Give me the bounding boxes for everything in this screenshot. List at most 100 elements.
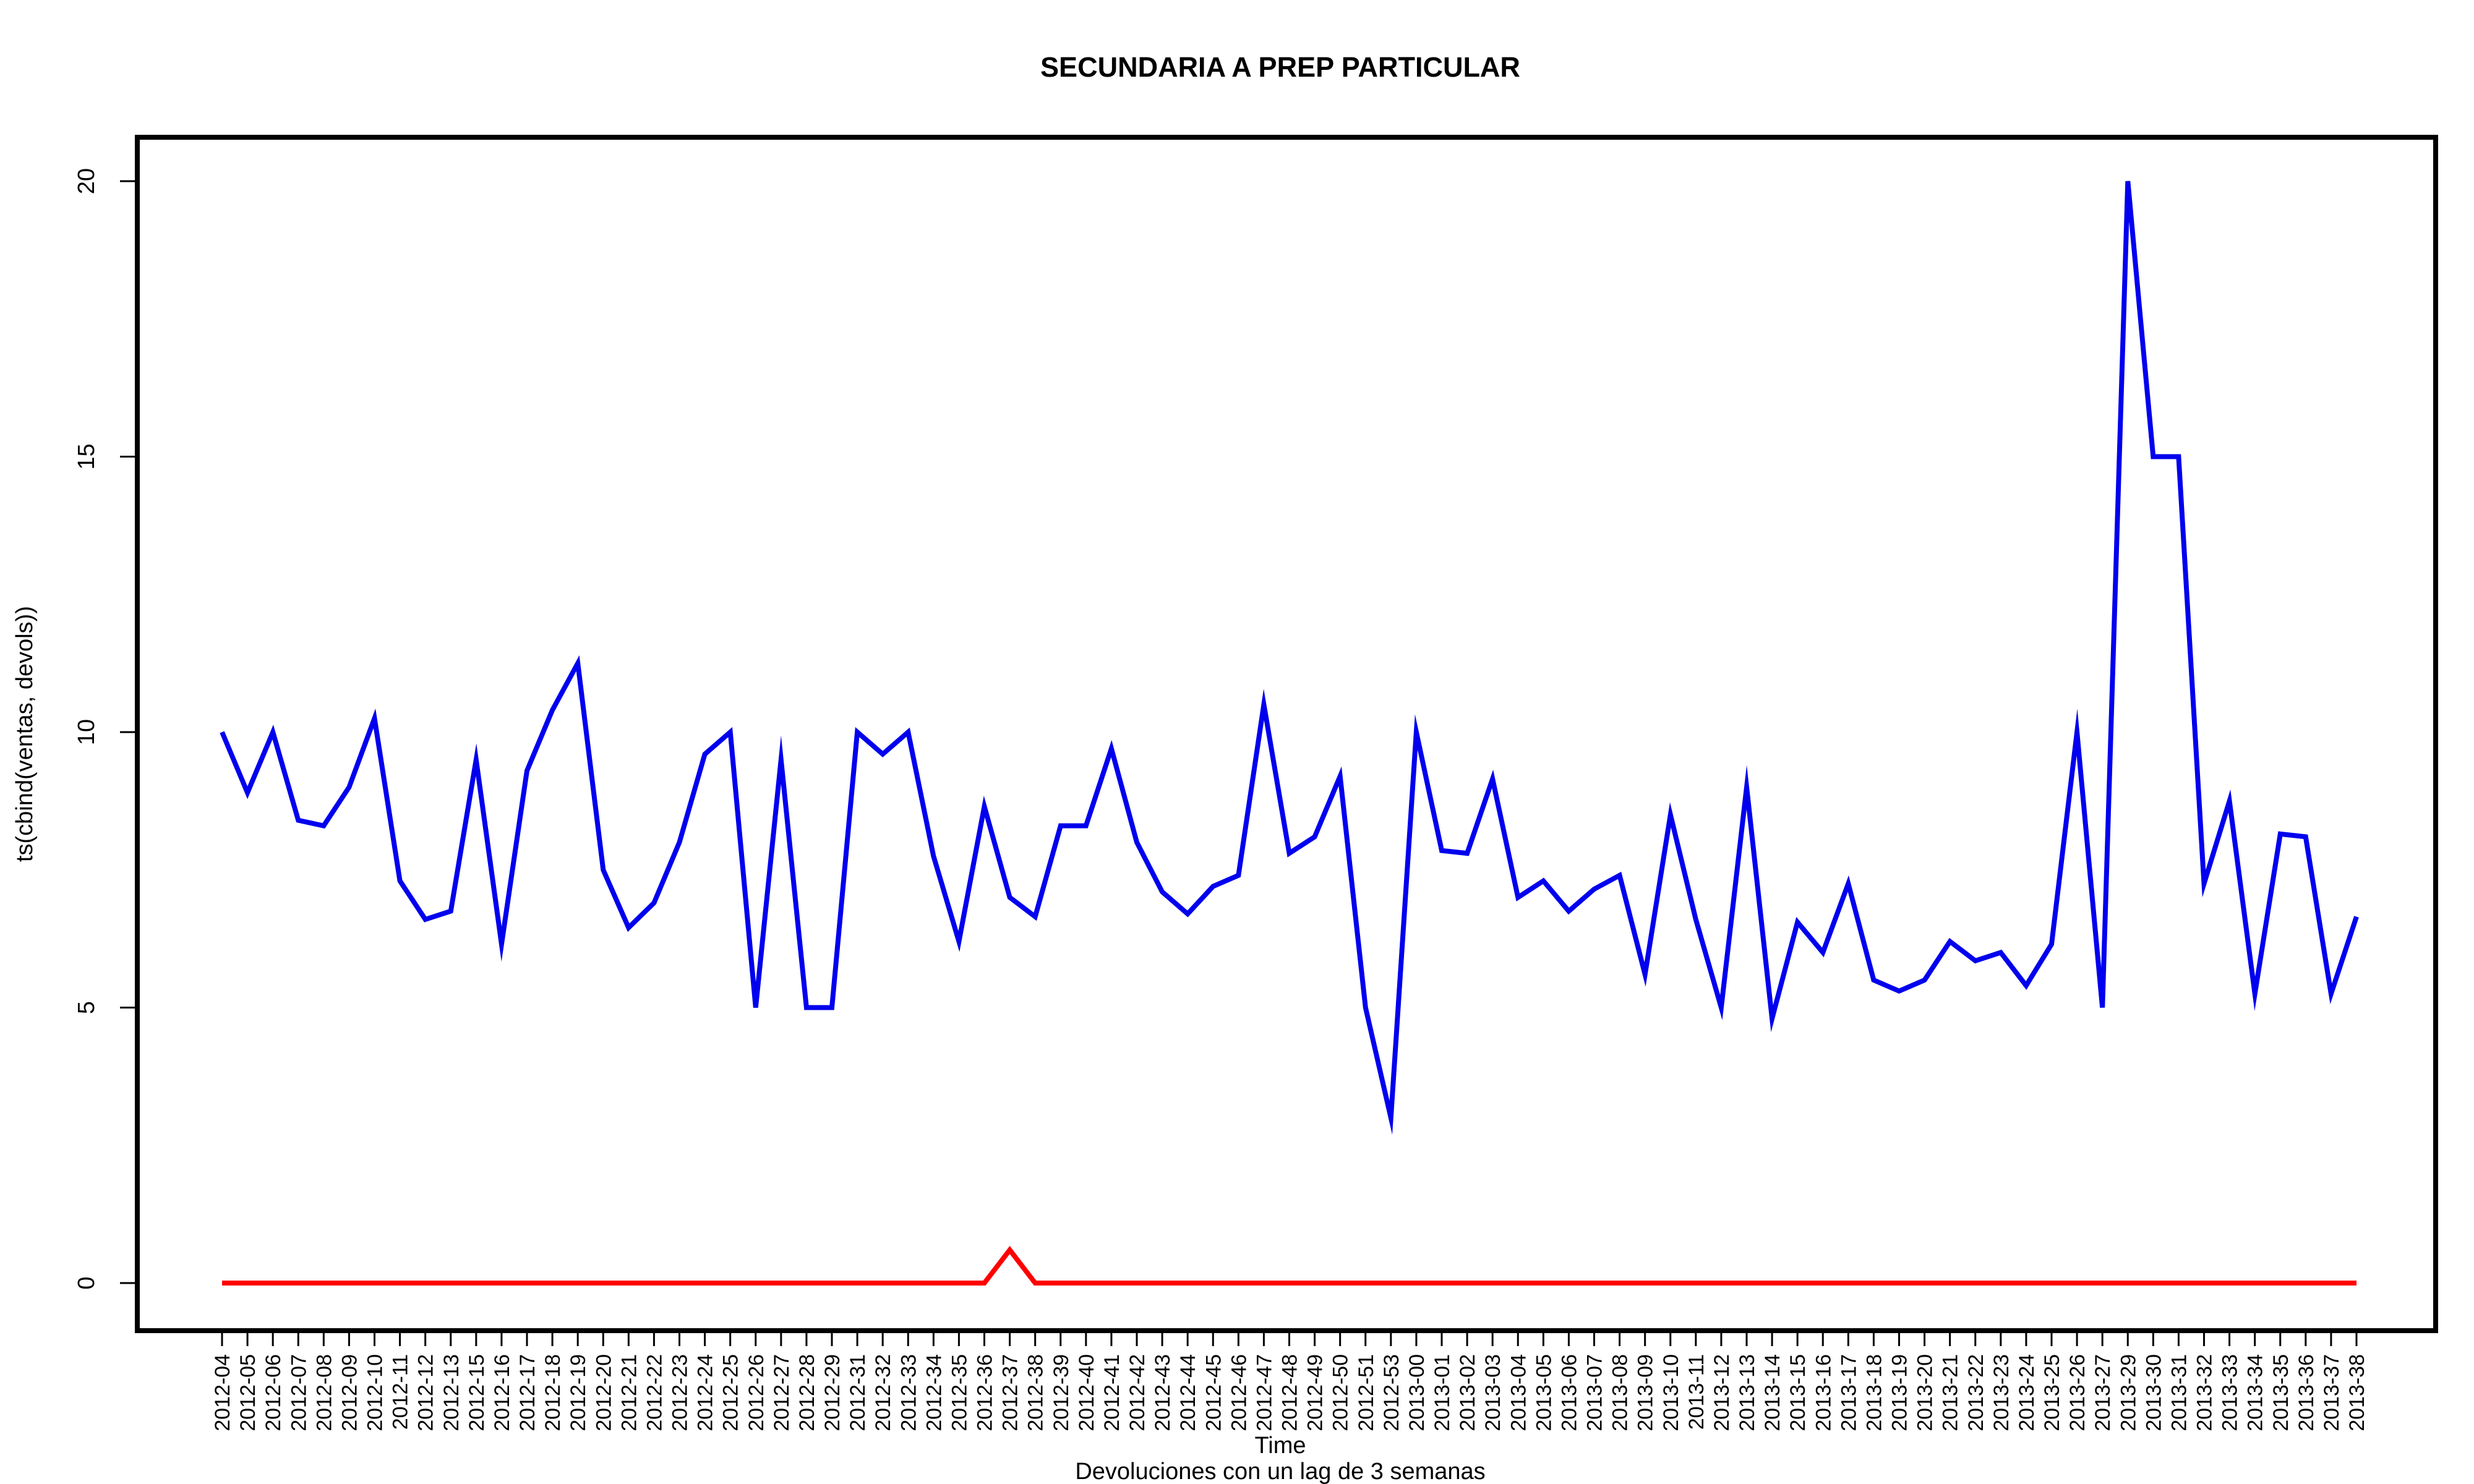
x-tick-label: 2012-41: [1100, 1354, 1124, 1431]
x-tick-label: 2012-09: [338, 1354, 361, 1431]
x-tick-label: 2012-22: [643, 1354, 666, 1431]
x-tick-label: 2012-28: [795, 1354, 819, 1431]
y-tick-label: 5: [74, 1001, 100, 1014]
x-tick-label: 2012-26: [745, 1354, 768, 1431]
x-tick-label: 2012-07: [287, 1354, 310, 1431]
x-tick-label: 2012-11: [389, 1354, 413, 1430]
x-tick-label: 2012-40: [1075, 1354, 1098, 1431]
x-tick-label: 2012-32: [871, 1354, 895, 1431]
x-tick-label: 2013-20: [1914, 1354, 1937, 1431]
x-tick-label: 2013-03: [1481, 1354, 1505, 1431]
x-tick-label: 2012-25: [719, 1354, 743, 1431]
x-tick-label: 2012-29: [821, 1354, 844, 1431]
plot-frame: [135, 135, 2438, 1333]
x-tick-label: 2013-26: [2066, 1354, 2089, 1431]
y-tick-label: 0: [74, 1276, 100, 1289]
x-tick-label: 2013-34: [2244, 1354, 2267, 1431]
x-tick-label: 2013-01: [1431, 1354, 1454, 1431]
x-tick-label: 2012-23: [669, 1354, 692, 1431]
x-tick-label: 2012-39: [1050, 1354, 1073, 1431]
x-tick-label: 2013-22: [1964, 1354, 1988, 1431]
x-tick-label: 2013-35: [2269, 1354, 2293, 1431]
x-tick-label: 2012-08: [312, 1354, 336, 1431]
chart-title: SECUNDARIA A PREP PARTICULAR: [1040, 51, 1520, 83]
x-tick-label: 2012-24: [694, 1354, 717, 1431]
x-tick-label: 2013-04: [1507, 1354, 1530, 1431]
x-tick-label: 2012-18: [541, 1354, 565, 1431]
x-tick-label: 2012-36: [974, 1354, 997, 1431]
x-tick-label: 2012-34: [922, 1354, 946, 1431]
x-tick-label: 2013-24: [2015, 1354, 2039, 1431]
x-tick-label: 2013-27: [2091, 1354, 2115, 1431]
x-tick-label: 2012-37: [999, 1354, 1022, 1431]
x-tick-label: 2013-13: [1736, 1354, 1759, 1431]
series-line-1: [220, 181, 2359, 1135]
x-tick-label: 2012-38: [1024, 1354, 1048, 1431]
y-axis: 0 5 10 15 20: [74, 168, 139, 1290]
x-tick-label: 2012-13: [440, 1354, 463, 1431]
x-tick-label: 2012-49: [1304, 1354, 1327, 1431]
x-tick-label: 2013-33: [2219, 1354, 2242, 1431]
y-tick-label: 20: [74, 168, 100, 194]
x-axis-label: Time: [1254, 1433, 1306, 1459]
x-tick-label: 2012-06: [262, 1354, 285, 1431]
x-tick-label: 2012-45: [1202, 1354, 1225, 1431]
x-axis: 2012-04 2012-05 2012-06 2012-07 2012-08 2012-…: [211, 1329, 2369, 1431]
x-tick-label: 2012-44: [1176, 1354, 1200, 1431]
x-tick-label: 2012-50: [1329, 1354, 1353, 1431]
x-tick-label: 2013-02: [1456, 1354, 1479, 1431]
x-tick-label: 2012-10: [364, 1354, 387, 1431]
x-tick-label: 2013-18: [1862, 1354, 1886, 1431]
y-axis-label: ts(cbind(ventas, devols)): [12, 606, 38, 862]
x-tick-label: 2013-31: [2167, 1354, 2191, 1431]
x-tick-label: 2013-21: [1939, 1354, 1963, 1431]
x-tick-label: 2013-08: [1609, 1354, 1632, 1431]
x-tick-label: 2012-27: [770, 1354, 794, 1431]
x-tick-label: 2013-14: [1761, 1354, 1784, 1431]
x-tick-label: 2013-11: [1685, 1354, 1708, 1430]
x-tick-label: 2012-51: [1355, 1354, 1378, 1431]
x-tick-label: 2012-05: [236, 1354, 260, 1431]
x-tick-label: 2013-09: [1634, 1354, 1658, 1431]
x-tick-label: 2013-05: [1532, 1354, 1556, 1431]
x-tick-label: 2012-31: [846, 1354, 870, 1431]
y-tick-label: 10: [74, 719, 100, 745]
x-tick-label: 2013-10: [1659, 1354, 1683, 1431]
x-tick-label: 2013-19: [1888, 1354, 1912, 1431]
x-tick-label: 2013-12: [1710, 1354, 1734, 1431]
series-layer: [220, 181, 2359, 1286]
series-line-2: [222, 1245, 2356, 1286]
x-tick-label: 2013-07: [1583, 1354, 1607, 1431]
x-tick-label: 2012-16: [490, 1354, 514, 1431]
x-tick-label: 2012-53: [1380, 1354, 1403, 1431]
x-tick-label: 2012-15: [465, 1354, 489, 1431]
x-tick-label: 2013-15: [1786, 1354, 1810, 1431]
x-tick-label: 2013-23: [1990, 1354, 2013, 1431]
chart-subtitle: Devoluciones con un lag de 3 semanas: [1075, 1459, 1485, 1484]
x-tick-label: 2013-25: [2040, 1354, 2064, 1431]
x-tick-label: 2012-19: [567, 1354, 590, 1431]
x-tick-label: 2013-06: [1557, 1354, 1581, 1431]
x-tick-label: 2012-42: [1126, 1354, 1149, 1431]
x-tick-label: 2013-00: [1405, 1354, 1429, 1431]
x-tick-label: 2013-37: [2320, 1354, 2343, 1431]
x-tick-label: 2013-30: [2142, 1354, 2165, 1431]
x-tick-label: 2012-04: [211, 1354, 234, 1431]
x-tick-label: 2012-47: [1252, 1354, 1276, 1431]
x-tick-label: 2013-29: [2117, 1354, 2140, 1431]
x-tick-label: 2012-12: [414, 1354, 438, 1431]
y-tick-label: 15: [74, 443, 100, 469]
x-tick-label: 2012-21: [617, 1354, 641, 1431]
x-tick-label: 2012-43: [1151, 1354, 1175, 1431]
x-tick-label: 2012-20: [592, 1354, 615, 1431]
x-tick-label: 2012-48: [1278, 1354, 1302, 1431]
x-tick-label: 2013-16: [1812, 1354, 1835, 1431]
x-tick-label: 2013-38: [2345, 1354, 2369, 1431]
x-tick-label: 2012-46: [1227, 1354, 1251, 1431]
x-tick-label: 2013-36: [2295, 1354, 2318, 1431]
x-tick-label: 2012-17: [516, 1354, 539, 1431]
x-tick-label: 2012-35: [948, 1354, 971, 1431]
x-tick-label: 2012-33: [897, 1354, 920, 1431]
x-tick-label: 2013-32: [2193, 1354, 2217, 1431]
